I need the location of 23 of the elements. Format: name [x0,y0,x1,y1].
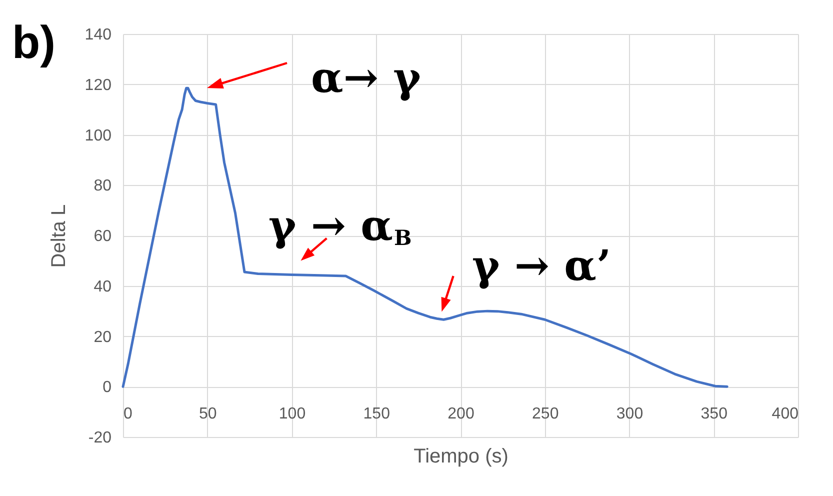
y-axis-title: Delta L [48,204,70,268]
x-axis-title: Tiempo (s) [414,446,508,468]
x-tick-label: 300 [616,406,644,422]
y-tick-label: 40 [94,278,112,296]
annotation: α→ γ [311,53,422,102]
x-tick-label: 150 [363,406,390,422]
x-tick-label: 250 [532,406,559,422]
y-tick-label: 100 [84,127,112,144]
y-tick-label: 0 [102,379,112,396]
y-tick-label: 140 [84,26,112,44]
x-tick-label: 350 [700,406,728,422]
y-tick-label: 120 [84,76,112,94]
y-tick-label: 20 [94,328,112,346]
x-tick-label: 200 [448,406,474,422]
annotation: γ → α’ [472,241,612,290]
y-tick-label: -20 [88,430,112,446]
x-tick-label: 100 [278,406,306,422]
y-tick-label: 60 [94,228,112,245]
x-tick-label: 0 [124,406,132,422]
x-tick-label: 50 [198,406,217,422]
x-tick-label: 400 [772,406,799,422]
y-tick-label: 80 [94,178,112,195]
text: b) [12,16,56,68]
